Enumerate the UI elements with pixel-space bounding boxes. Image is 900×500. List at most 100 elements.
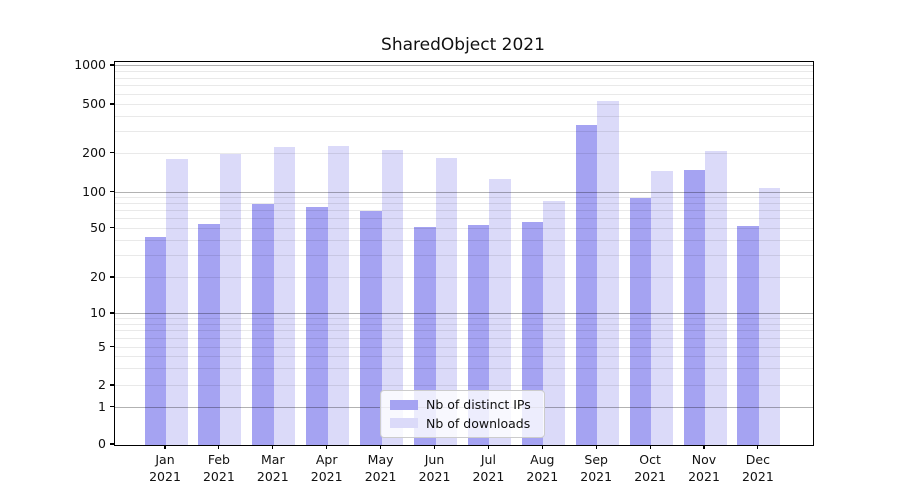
- y-tick-label: 500: [82, 96, 106, 111]
- bar-downloads: [381, 149, 404, 445]
- y-tick-mark: [109, 103, 114, 105]
- bar-downloads: [489, 179, 511, 445]
- chart-title: SharedObject 2021: [381, 35, 545, 55]
- y-tick-label: 100: [82, 183, 106, 199]
- legend-label: Nb of distinct IPs: [426, 397, 531, 413]
- bar-ips: [252, 204, 274, 445]
- bar-ips: [521, 221, 544, 445]
- y-tick-label: 200: [82, 144, 106, 160]
- bar-downloads: [758, 188, 781, 445]
- x-tick-mark: [703, 445, 705, 449]
- x-tick-label: Aug 2021: [526, 452, 559, 484]
- y-tick-mark: [109, 443, 114, 445]
- y-tick-mark: [109, 276, 114, 278]
- bar-downloads: [543, 200, 565, 445]
- legend-item: Nb of distinct IPs: [390, 397, 535, 412]
- x-tick-mark: [164, 445, 166, 449]
- y-tick-mark: [109, 190, 114, 193]
- bar-downloads: [219, 154, 242, 445]
- x-tick-label: Apr 2021: [310, 452, 343, 484]
- gridline-minor: [115, 131, 813, 132]
- y-tick-label: 2: [98, 377, 106, 392]
- gridline-minor: [115, 385, 813, 386]
- y-tick-mark: [109, 151, 114, 154]
- legend-item: Nb of downloads: [390, 416, 535, 431]
- y-tick-label: 0: [98, 436, 106, 451]
- bar-downloads: [327, 145, 350, 445]
- bar-downloads: [705, 150, 727, 445]
- x-tick-label: Jun 2021: [418, 452, 451, 484]
- gridline-minor: [115, 346, 813, 348]
- gridline-minor: [115, 115, 813, 117]
- x-tick-label: Feb 2021: [202, 452, 235, 484]
- plot-area: [114, 61, 814, 446]
- gridline-minor: [115, 337, 813, 339]
- x-tick-mark: [218, 445, 220, 449]
- gridline-minor: [115, 277, 813, 278]
- gridline-minor: [115, 152, 813, 154]
- x-tick-mark: [433, 445, 436, 449]
- bar-ips: [575, 124, 598, 445]
- bar-ips: [144, 236, 166, 445]
- x-tick-mark: [595, 445, 597, 449]
- x-tick-label: Sep 2021: [580, 452, 613, 484]
- y-tick-mark: [109, 226, 114, 229]
- gridline-minor: [115, 323, 813, 325]
- bar-ips: [306, 207, 328, 445]
- gridline-minor: [115, 77, 813, 79]
- y-tick-mark: [109, 384, 114, 386]
- gridline-major: [115, 65, 813, 66]
- y-tick-mark: [109, 312, 114, 314]
- legend-label: Nb of downloads: [426, 415, 531, 431]
- gridline-minor: [115, 104, 813, 105]
- bar-ips: [737, 225, 759, 445]
- gridline-minor: [115, 318, 813, 320]
- x-tick-label: Dec 2021: [741, 452, 774, 484]
- gridline-minor: [115, 93, 813, 95]
- bar-downloads: [273, 146, 296, 445]
- y-tick-label: 5: [98, 338, 106, 354]
- x-tick-label: Mar 2021: [256, 452, 289, 484]
- gridline-minor: [115, 70, 813, 72]
- bar-downloads: [597, 101, 619, 445]
- gridline-minor: [115, 218, 813, 219]
- gridline-minor: [115, 85, 813, 87]
- gridline-minor: [115, 239, 813, 241]
- y-tick-mark: [109, 64, 114, 66]
- y-tick-label: 1000: [74, 57, 106, 72]
- bar-ips: [629, 198, 652, 445]
- y-tick-mark: [109, 346, 114, 348]
- x-tick-mark: [541, 445, 543, 449]
- legend: Nb of distinct IPs Nb of downloads: [380, 390, 545, 438]
- gridline-minor: [115, 356, 813, 357]
- bar-downloads: [651, 170, 673, 445]
- x-tick-mark: [326, 445, 328, 449]
- x-tick-label: Nov 2021: [688, 452, 720, 484]
- gridline-major: [115, 313, 813, 314]
- y-tick-label: 1: [98, 398, 106, 414]
- legend-swatch: [390, 399, 418, 410]
- x-tick-label: Jul 2021: [472, 452, 505, 484]
- bar-ips: [360, 211, 382, 445]
- bar-ips: [683, 170, 705, 445]
- x-tick-mark: [487, 445, 489, 449]
- y-tick-label: 20: [90, 269, 106, 284]
- gridline-minor: [115, 197, 813, 198]
- x-tick-label: Oct 2021: [634, 452, 666, 484]
- gridline-minor: [115, 255, 813, 257]
- bar-ips: [198, 223, 220, 445]
- x-tick-label: Jan 2021: [149, 452, 181, 484]
- bar-downloads: [435, 158, 457, 445]
- x-tick-label: May 2021: [364, 452, 397, 484]
- x-tick-mark: [380, 445, 382, 449]
- x-tick-mark: [649, 445, 651, 449]
- gridline-minor: [115, 227, 813, 229]
- gridline-minor: [115, 368, 813, 370]
- y-tick-label: 10: [90, 305, 106, 320]
- x-tick-mark: [272, 445, 274, 449]
- y-tick-mark: [109, 406, 114, 408]
- gridline-major: [115, 191, 813, 193]
- bar-downloads: [166, 158, 188, 445]
- gridline-minor: [115, 330, 813, 332]
